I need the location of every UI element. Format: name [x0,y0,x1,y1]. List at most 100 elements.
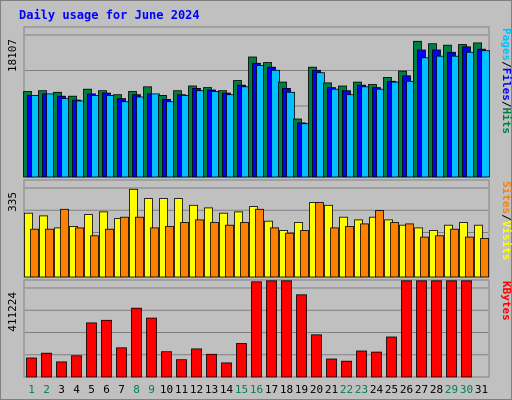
bar-sites-day-29 [450,228,459,278]
x-tick-day-12: 12 [190,383,203,396]
panel-hits: 18107 Pages/Files/Hits [6,26,512,178]
bar-sites-day-2 [45,228,54,278]
bar-kbytes-day-3 [56,361,67,378]
bar-sites-day-30 [465,236,474,278]
x-tick-day-18: 18 [280,383,293,396]
chart-title: Daily usage for June 2024 [19,8,200,22]
x-tick-day-10: 10 [160,383,173,396]
bar-kbytes-day-28 [431,280,442,378]
x-tick-day-8: 8 [133,383,140,396]
bar-sites-day-19 [300,230,309,278]
bar-kbytes-day-19 [296,294,307,378]
bar-sites-day-16 [255,208,264,278]
bar-sites-day-7 [120,216,129,278]
bar-kbytes-day-24 [371,351,382,378]
bar-sites-day-6 [105,228,114,278]
bar-kbytes-day-30 [461,280,472,378]
bar-sites-day-4 [75,227,84,278]
bar-sites-day-15 [240,222,249,278]
bar-kbytes-day-26 [401,280,412,378]
y-max-label-hits: 18107 [6,39,19,72]
bar-kbytes-day-4 [71,355,82,378]
x-tick-day-19: 19 [295,383,308,396]
x-tick-day-16: 16 [250,383,263,396]
bar-kbytes-day-27 [416,280,427,378]
bar-sites-day-9 [150,227,159,278]
x-tick-day-9: 9 [148,383,155,396]
bar-sites-day-27 [420,236,429,278]
bar-sites-day-18 [285,232,294,278]
bar-sites-day-1 [30,228,39,278]
bar-sites-day-8 [135,216,144,278]
legend-part: Sites [500,181,512,214]
legend-part: / [500,214,512,221]
x-tick-day-1: 1 [28,383,35,396]
bar-kbytes-day-21 [326,358,337,378]
x-tick-day-13: 13 [205,383,218,396]
bar-kbytes-day-13 [206,353,217,378]
x-tick-day-21: 21 [325,383,338,396]
bar-sites-day-22 [345,226,354,278]
bar-pages-day-31 [481,50,490,178]
bar-sites-day-31 [480,238,489,278]
x-tick-day-17: 17 [265,383,278,396]
bar-kbytes-day-22 [341,360,352,378]
bar-sites-day-24 [375,210,384,278]
bar-kbytes-day-14 [221,362,232,378]
bar-sites-day-10 [165,226,174,278]
legend-part: Hits [500,108,512,135]
x-tick-day-6: 6 [103,383,110,396]
x-tick-day-7: 7 [118,383,125,396]
bar-sites-day-11 [180,222,189,278]
x-axis-tick-labels: 1 2 3 4 5 6 7 8 9 10 11 12 13 14 15 16 17 18 19 20 21 22 23 24 2… [28,383,488,396]
bar-sites-day-26 [405,223,414,278]
legend-kbytes: KBytes [500,281,512,321]
bar-kbytes-day-11 [176,359,187,378]
bar-kbytes-day-10 [161,351,172,378]
x-tick-day-3: 3 [58,383,65,396]
x-tick-day-22: 22 [340,383,353,396]
bar-sites-day-23 [360,223,369,278]
bar-kbytes-day-9 [146,317,157,378]
bar-sites-day-3 [60,208,69,278]
x-tick-day-23: 23 [355,383,368,396]
bar-kbytes-day-2 [41,352,52,378]
legend-part: / [500,61,512,68]
bar-kbytes-day-23 [356,350,367,378]
x-tick-day-20: 20 [310,383,323,396]
x-tick-day-28: 28 [430,383,443,396]
y-max-label-kbytes: 411224 [6,292,19,332]
x-tick-day-29: 29 [445,383,458,396]
bar-kbytes-day-25 [386,336,397,378]
bar-kbytes-day-7 [116,347,127,378]
bar-kbytes-day-8 [131,307,142,378]
x-tick-day-14: 14 [220,383,234,396]
bar-kbytes-day-18 [281,280,292,378]
bar-kbytes-day-15 [236,343,247,378]
bar-kbytes-day-29 [446,280,457,378]
bar-sites-day-20 [315,202,324,278]
bar-kbytes-day-16 [251,281,262,378]
x-tick-day-27: 27 [415,383,428,396]
y-max-label-visits: 335 [6,192,19,212]
x-tick-day-31: 31 [475,383,488,396]
bar-sites-day-21 [330,227,339,278]
bar-sites-day-12 [195,219,204,278]
bar-sites-day-5 [90,235,99,278]
panel-kbytes: 411224 KBytes [6,279,512,378]
panel-visits: 335 Sites/Visits [6,179,512,278]
bar-sites-day-14 [225,224,234,278]
x-tick-day-26: 26 [400,383,413,396]
bar-kbytes-day-1 [26,357,37,378]
x-tick-day-25: 25 [385,383,398,396]
bar-sites-day-25 [390,222,399,278]
bar-sites-day-13 [210,222,219,278]
bar-kbytes-day-5 [86,322,97,378]
legend-part: KBytes [500,281,512,321]
x-tick-day-24: 24 [370,383,384,396]
legend-part: / [500,101,512,108]
bar-kbytes-day-12 [191,348,202,378]
bar-sites-day-28 [435,235,444,278]
bar-kbytes-day-20 [311,334,322,378]
